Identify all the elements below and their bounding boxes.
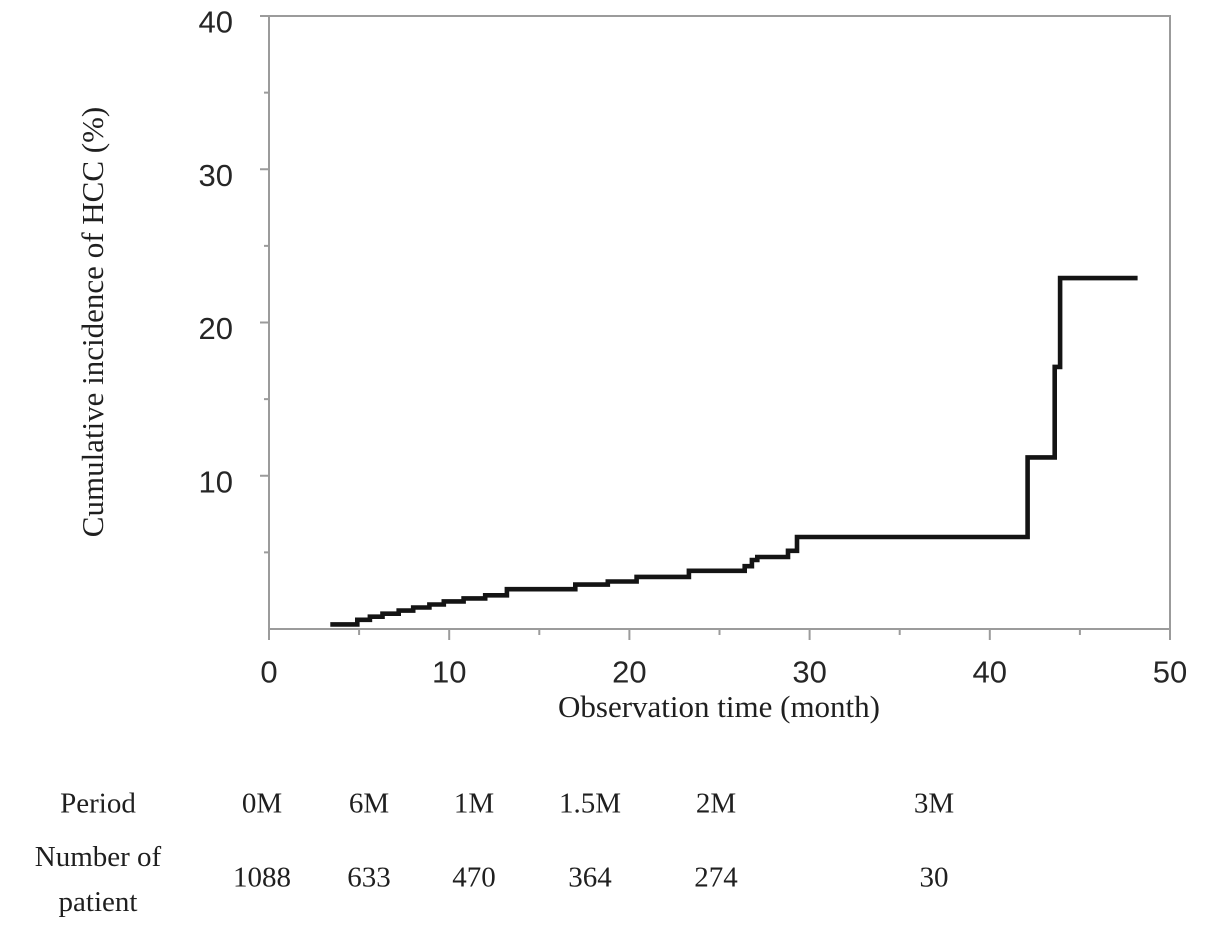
risk-table-period-cell: 3M [913,787,955,820]
km-chart: 0 10 20 30 40 50 10 20 30 40 Observation time (mo… [75,5,1188,725]
risk-table-period-cell: 6M [348,787,390,820]
risk-table-row-label-period: Period [60,787,136,820]
x-tick-label: 0 [260,655,277,690]
x-tick-label: 50 [1153,655,1187,690]
x-tick-label: 10 [432,655,466,690]
risk-table-period-cell: 0M [241,787,283,820]
x-tick-label: 30 [792,655,826,690]
risk-table-count-cell: 1088 [233,861,291,894]
risk-table-row-label-patients: Number of patient [34,841,162,918]
risk-table-count-cell: 274 [694,861,738,894]
y-tick-label: 20 [199,311,233,346]
x-tick-label: 20 [612,655,646,690]
risk-table-period-cell: 2M [695,787,737,820]
y-tick-label: 40 [199,5,233,40]
risk-table-period-cell: 1.5M [558,787,622,820]
risk-table-count-cell: 633 [347,861,391,894]
y-tick-label: 30 [199,158,233,193]
y-tick-label: 10 [199,464,233,499]
risk-table-count-cell: 470 [452,861,496,894]
x-tick-label: 40 [973,655,1007,690]
risk-table-count-cell: 30 [919,861,949,894]
risk-table-period-cell: 1M [453,787,495,820]
cumulative-incidence-curve [330,275,1138,627]
risk-table-count-cell: 364 [568,861,612,894]
axis-ticks [260,15,1171,640]
y-axis-title: Cumulative incidence of HCC (%) [75,107,110,537]
axis-tick-labels: 0 10 20 30 40 50 10 20 30 40 [199,5,1188,690]
x-axis-title: Observation time (month) [558,689,880,724]
